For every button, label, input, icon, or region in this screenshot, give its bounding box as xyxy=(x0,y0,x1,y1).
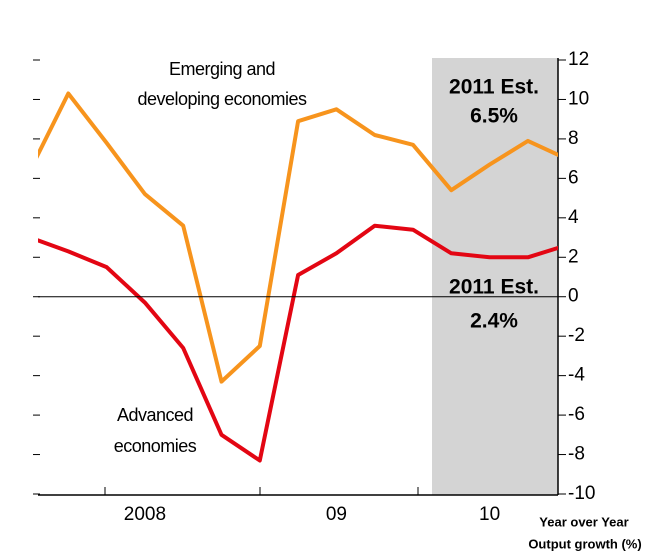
y-tick-label: -6 xyxy=(568,404,585,425)
y-tick-label: 0 xyxy=(568,286,579,307)
y-tick-label: 6 xyxy=(568,167,579,188)
y-tick-label: 8 xyxy=(568,128,579,149)
axis-label: Output growth (%) xyxy=(528,536,641,551)
series-line xyxy=(38,91,558,384)
y-tick-label: 2 xyxy=(568,246,579,267)
annotation: 6.5% xyxy=(470,105,518,128)
series-label: economies xyxy=(114,436,197,456)
series-label: developing economies xyxy=(137,89,307,109)
series-label: Advanced xyxy=(117,405,193,425)
annotation: 2.4% xyxy=(470,310,518,333)
y-tick-label: -2 xyxy=(568,325,585,346)
series-line xyxy=(38,223,558,463)
x-tick-label: 2008 xyxy=(124,504,166,525)
y-tick-label: -10 xyxy=(568,483,595,504)
y-tick-label: -8 xyxy=(568,444,585,465)
x-tick-label: 09 xyxy=(326,504,347,525)
axis-label: Year over Year xyxy=(539,514,628,529)
annotation: 2011 Est. xyxy=(449,276,539,299)
y-tick-label: 12 xyxy=(568,49,589,70)
y-tick-label: -4 xyxy=(568,365,585,386)
x-tick-label: 10 xyxy=(479,504,500,525)
series-label: Emerging and xyxy=(169,59,275,79)
y-tick-label: 4 xyxy=(568,207,579,228)
y-tick-label: 10 xyxy=(568,88,589,109)
estimate-shade xyxy=(432,58,558,495)
annotation: 2011 Est. xyxy=(449,76,539,99)
